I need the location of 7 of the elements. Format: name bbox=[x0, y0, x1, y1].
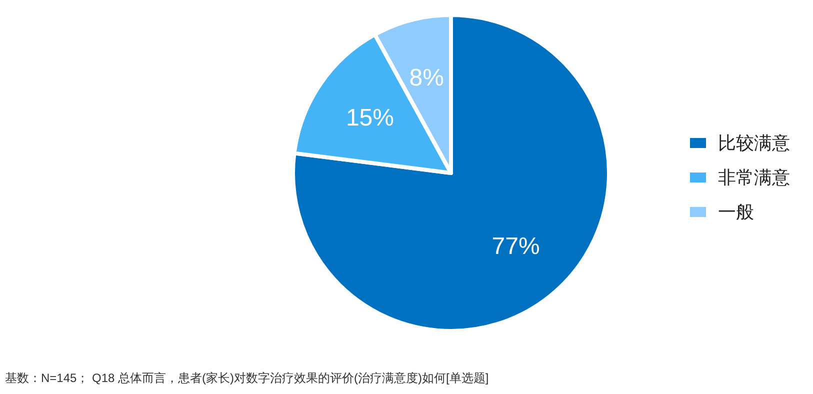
legend-label: 非常满意 bbox=[718, 168, 790, 188]
legend-label: 比较满意 bbox=[718, 133, 790, 153]
legend-label: 一般 bbox=[718, 202, 754, 222]
data-label: 15% bbox=[346, 104, 394, 132]
text: 基数：N=145； Q18 总体而言，患者(家长)对数字治疗效果的评价(治疗满意度)如何[单选题] bbox=[5, 371, 489, 385]
data-label: 77% bbox=[492, 232, 540, 260]
data-label: 8% bbox=[409, 64, 444, 92]
